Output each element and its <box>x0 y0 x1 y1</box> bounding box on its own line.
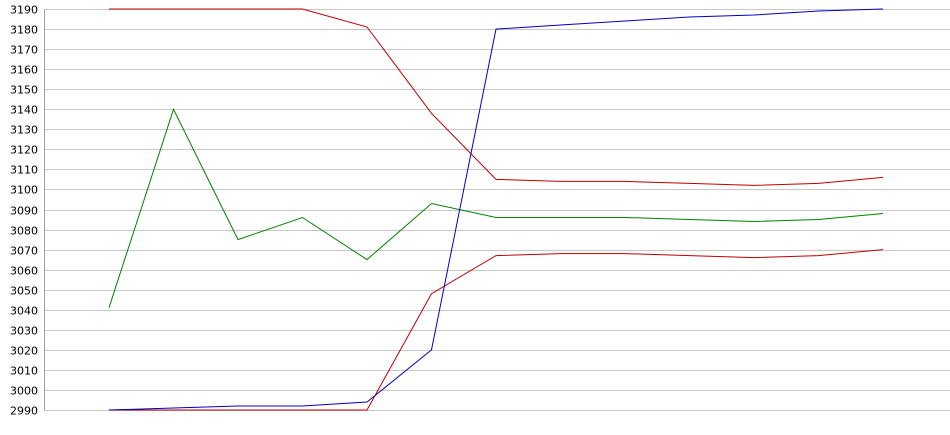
y-tick-label: 3130 <box>10 124 38 137</box>
y-tick-label: 3010 <box>10 365 38 378</box>
series-line-4 <box>108 8 884 411</box>
y-tick-label: 3190 <box>10 4 38 17</box>
y-tick-labels: 2990 3000 3010 3020 3030 3040 3050 3060 3070 3080… <box>10 4 38 418</box>
y-tick-label: 3060 <box>10 265 38 278</box>
y-tick-label: 3000 <box>10 385 38 398</box>
series-lines <box>108 8 884 411</box>
y-tick-label: 3040 <box>10 305 38 318</box>
y-tick-label: 3170 <box>10 44 38 57</box>
y-tick-label: 3030 <box>10 325 38 338</box>
y-tick-label: 3100 <box>10 184 38 197</box>
y-tick-label: 3150 <box>10 84 38 97</box>
y-tick-label: 2990 <box>10 405 38 418</box>
series-line-1 <box>109 8 884 186</box>
y-tick-label: 3140 <box>10 104 38 117</box>
y-tick-label: 3090 <box>10 205 38 218</box>
y-tick-label: 3160 <box>10 64 38 77</box>
grid-lines <box>44 9 950 411</box>
y-tick-label: 3110 <box>10 164 38 177</box>
series-line-2 <box>109 249 884 411</box>
y-tick-label: 3180 <box>10 24 38 37</box>
y-tick-label: 3120 <box>10 144 38 157</box>
y-tick-label: 3070 <box>10 245 38 258</box>
y-tick-label: 3080 <box>10 225 38 238</box>
y-tick-label: 3020 <box>10 345 38 358</box>
y-tick-label: 3050 <box>10 285 38 298</box>
series-line-3 <box>108 107 884 308</box>
